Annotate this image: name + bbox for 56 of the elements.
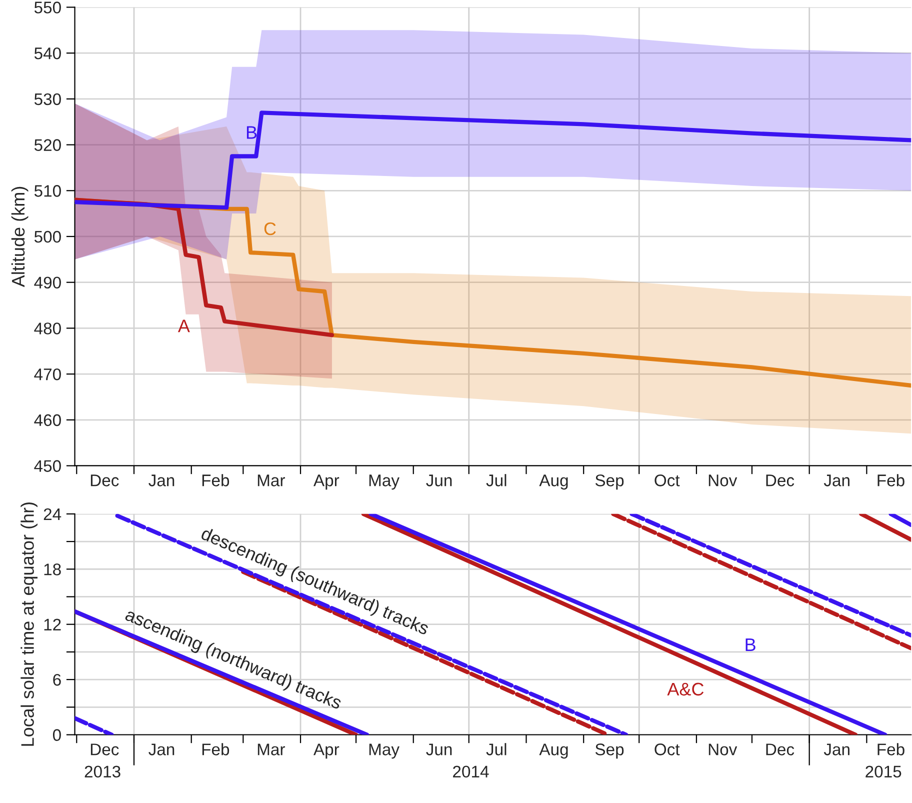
x-tick-label: Mar <box>258 474 285 486</box>
x-tick-label: Feb <box>878 474 904 486</box>
y-tick-label: 460 <box>34 414 61 426</box>
x-tick-label: Jun <box>426 474 452 486</box>
x-tick-label: Nov <box>708 744 738 756</box>
y-tick-label: 530 <box>34 93 61 106</box>
y-tick-label: 520 <box>34 139 61 151</box>
x-tick-label: Jul <box>486 743 506 756</box>
series-label: B <box>746 638 756 651</box>
x-tick-label: Oct <box>654 474 680 486</box>
x-tick-label: Aug <box>539 744 568 759</box>
x2-tick-label: 2015 <box>866 766 902 778</box>
x-tick-label: Feb <box>202 743 230 756</box>
x2-tick-label: 2013 <box>84 766 120 778</box>
x2-tick-label: 2014 <box>453 766 489 778</box>
x-tick-label: Dec <box>90 474 119 486</box>
y-axis-title: Local solar time at equator (hr) <box>20 502 38 746</box>
x-tick-label: Oct <box>654 744 680 756</box>
x-tick-label: Apr <box>313 744 340 759</box>
series-label: A <box>178 320 190 332</box>
y-tick-label: 480 <box>34 322 61 334</box>
series-label: B <box>246 126 257 139</box>
x-tick-label: Jan <box>824 744 850 756</box>
y-tick-label: 0 <box>52 729 61 741</box>
y-tick-label: 450 <box>34 460 61 472</box>
y-tick-label: 12 <box>44 618 61 630</box>
series-label: C <box>264 222 276 236</box>
x-tick-label: Sep <box>595 474 624 490</box>
x-tick-label: Dec <box>766 474 794 486</box>
y-tick-label: 500 <box>34 230 61 243</box>
x-tick-label: Jul <box>486 474 506 486</box>
x-tick-label: Nov <box>708 474 738 486</box>
x-tick-label: Dec <box>766 744 794 756</box>
x-tick-label: Sep <box>595 744 624 759</box>
x-tick-label: Mar <box>258 744 285 756</box>
x-tick-label: Jun <box>426 744 452 756</box>
x-tick-label: Dec <box>90 744 119 756</box>
y-tick-label: 540 <box>34 47 61 60</box>
y-axis-title: Altitude (km) <box>11 186 28 288</box>
y-tick-label: 510 <box>34 185 61 197</box>
x-tick-label: Jan <box>148 744 174 756</box>
x-tick-label: May <box>369 474 400 490</box>
x-tick-label: May <box>369 744 400 759</box>
y-tick-label: 6 <box>53 674 61 686</box>
series-label: A&C <box>667 682 704 696</box>
x-tick-label: Feb <box>878 743 904 756</box>
y-tick-label: 470 <box>34 368 61 380</box>
x-tick-label: Feb <box>202 474 230 486</box>
x-tick-label: Jan <box>148 474 174 486</box>
y-tick-label: 550 <box>34 2 61 14</box>
y-tick-label: 18 <box>44 564 61 576</box>
x-tick-label: Jan <box>824 474 850 486</box>
y-tick-label: 24 <box>44 508 62 520</box>
x-tick-label: Aug <box>539 474 568 490</box>
x-tick-label: Apr <box>313 474 340 490</box>
y-tick-label: 490 <box>34 276 61 289</box>
